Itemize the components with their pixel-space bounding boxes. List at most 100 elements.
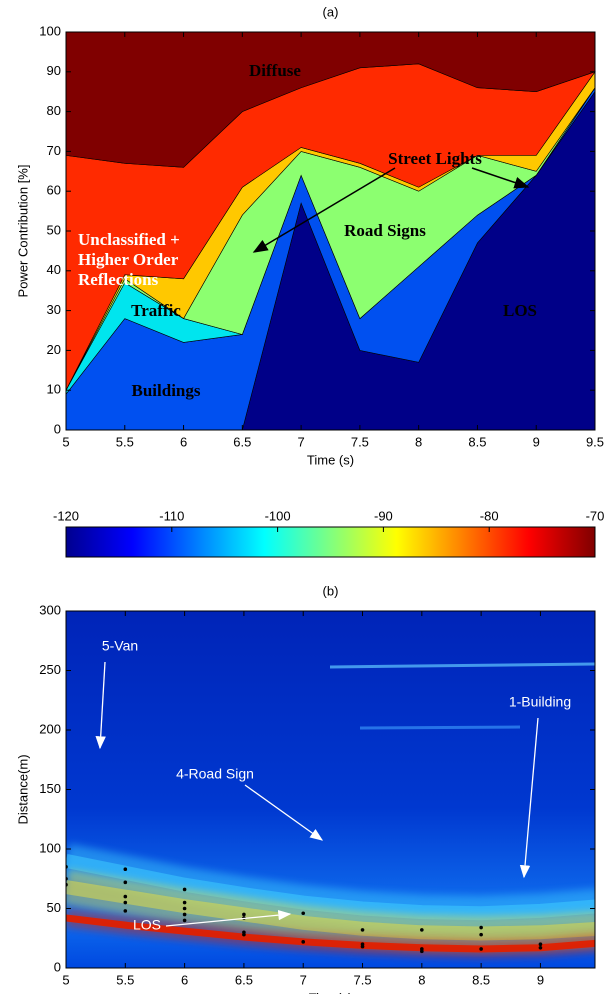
colorbar-tick-label: -90 [374,508,393,523]
point [420,949,424,954]
x-tick-label: 6 [180,434,187,449]
x-axis-label: Time (s) [307,452,354,467]
point [538,945,543,950]
point [301,940,306,944]
point [182,887,187,892]
arrow [165,909,292,927]
x-tick-label: 7.5 [353,972,371,987]
arrow [519,717,539,879]
ridge [66,880,595,941]
y-tick-label: 100 [39,840,61,855]
point [182,900,187,905]
x-tick-label: 5.5 [116,972,134,987]
colorbar-tick-label: -120 [53,508,79,523]
annotation: 5-Van [102,638,138,654]
ridge [66,914,595,953]
annotation: LOS [133,917,161,933]
colorbar-tick-label: -80 [480,508,499,523]
point [479,925,483,930]
colorbar-tick-label: -100 [265,508,291,523]
x-tick-label: 5 [62,434,69,449]
y-tick-label: 40 [47,262,61,277]
point [598,941,602,945]
series-label: Buildings [132,381,201,400]
y-tick-label: 30 [47,302,61,317]
y-tick-label: 200 [39,721,61,736]
annotation: 1-Building [509,694,571,710]
point [182,906,187,911]
y-tick-label: 80 [47,103,61,118]
y-axis-label: Distance(m) [15,754,30,824]
y-tick-label: 90 [47,63,61,78]
point [360,944,365,949]
ridge [66,854,595,921]
x-tick-label: 5.5 [116,434,134,449]
x-tick-label: 7 [297,434,304,449]
series-label: Diffuse [249,61,301,80]
plots: 5 5.5 6 6.5 7 7.5 8 8.5 9 9.501020304050607080901… [15,4,604,994]
x-tick-label: 5 [62,972,69,987]
point [242,932,246,937]
point [598,936,602,940]
x-tick-label: 8.5 [468,434,486,449]
arrow [252,167,396,253]
point [123,880,128,885]
arrow [95,661,106,750]
y-tick-label: 0 [54,421,61,436]
x-axis-label: Time(s) [309,990,353,994]
series-label-text: Unclassified + Higher Order Reflections [78,230,180,289]
point [123,894,128,899]
point [538,942,543,946]
y-tick-label: 100 [39,23,61,38]
heatmap-texture [359,725,521,730]
colorbar-tick-label: -110 [159,508,184,523]
point [479,947,483,951]
y-tick-label: 300 [39,602,61,617]
x-tick-label: 6 [181,972,188,987]
y-tick-label: 60 [47,183,61,198]
y-tick-label: 50 [47,900,61,915]
arrow [471,167,530,189]
y-tick-label: 20 [47,342,61,357]
point [360,928,365,932]
series-label: Street Lights [388,149,482,168]
point [123,909,128,913]
point [182,912,187,917]
x-tick-label: 8 [415,434,422,449]
heatmap-texture [329,662,595,669]
x-tick-label: 9.5 [586,434,604,449]
point [242,912,246,917]
series-label: Traffic [131,301,181,320]
point [123,900,128,905]
chart-title: (a) [323,4,339,19]
annotation: 4-Road Sign [176,766,254,782]
y-tick-label: 50 [47,222,61,237]
point [123,867,128,872]
chart-title: (b) [323,583,339,598]
x-tick-label: 7.5 [351,434,369,449]
colorbar-tick-label: -70 [586,508,605,523]
overlay: LOS Buildings Traffic Road Signs Street Ligh… [78,61,571,933]
y-tick-label: 10 [47,382,61,397]
colorbar [65,526,596,558]
x-tick-label: 9 [537,972,544,987]
heatmap [66,611,602,968]
x-tick-label: 9 [533,434,540,449]
series-label: Unclassified + Higher Order Reflections [78,230,180,289]
x-tick-label: 6.5 [233,434,251,449]
y-tick-label: 250 [39,662,61,677]
x-tick-label: 8 [418,972,425,987]
y-tick-label: 150 [39,781,61,796]
y-tick-label: 70 [47,143,61,158]
arrow [244,784,324,841]
x-tick-label: 8.5 [472,972,490,987]
point [479,932,483,937]
point [182,918,187,923]
point [301,911,306,916]
y-axis-label: Power Contribution [%] [15,165,30,298]
point [420,928,424,932]
y-tick-label: 0 [54,959,61,974]
x-tick-label: 6.5 [235,972,253,987]
x-tick-label: 7 [300,972,307,987]
